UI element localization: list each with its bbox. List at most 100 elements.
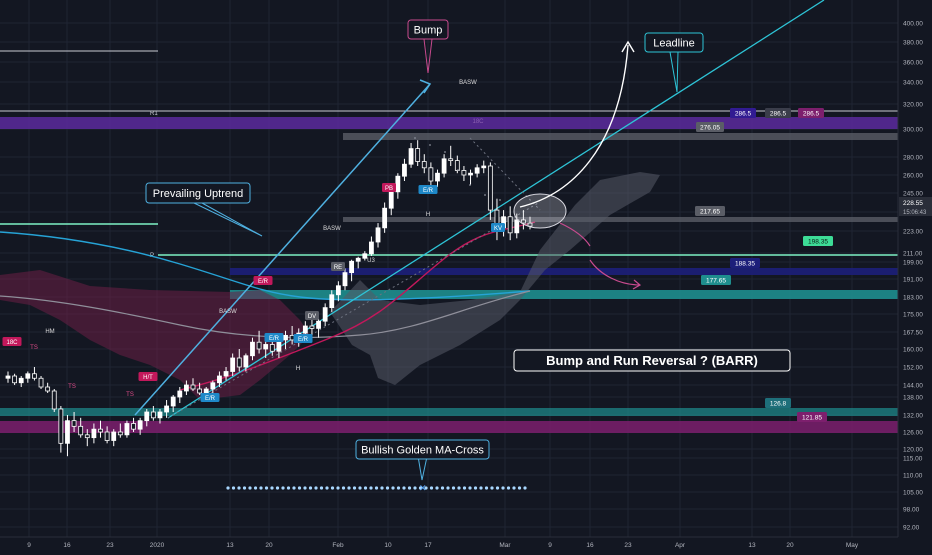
x-tick-label: Mar <box>499 542 511 549</box>
candle <box>84 429 90 447</box>
candle <box>98 420 103 438</box>
candle-body <box>415 148 421 162</box>
golden-cross-dot <box>429 486 434 490</box>
x-tick-label: 16 <box>63 542 71 549</box>
signal-marker: 18C <box>2 337 22 346</box>
support-band-magenta <box>0 421 898 433</box>
uptrend-arrowhead <box>419 79 432 94</box>
candle <box>342 268 348 291</box>
signal-marker: HM <box>45 329 54 335</box>
golden-cross-dot <box>303 486 307 490</box>
signal-marker-label: E/R <box>269 336 280 342</box>
golden-cross-dot <box>237 486 241 490</box>
candle-body <box>428 167 434 182</box>
golden-cross-dot <box>242 486 247 490</box>
barr-title-text: Bump and Run Reversal ? (BARR) <box>546 353 758 368</box>
golden-cross-dot <box>418 486 423 490</box>
golden-cross-callout-pointer <box>418 458 427 481</box>
candle-body <box>203 388 209 394</box>
bump-callout-text: Bump <box>414 24 443 36</box>
candle-body <box>349 260 354 274</box>
y-tick-label: 98.00 <box>903 507 920 514</box>
golden-cross-dot <box>517 486 522 490</box>
y-axis: 92.00 98.00 105.00 110.00 115.00 120.00 126.00… <box>897 0 932 550</box>
candle <box>435 169 440 187</box>
price-tag-bg <box>765 108 791 118</box>
y-tick-label: 160.00 <box>903 347 923 354</box>
candle-body <box>124 423 130 436</box>
golden-cross-dot <box>396 486 401 490</box>
candle-body <box>45 386 51 392</box>
golden-cross-dot <box>319 486 324 490</box>
y-tick-label: 340.00 <box>903 80 923 87</box>
barr-title: Bump and Run Reversal ? (BARR) <box>513 349 791 372</box>
signal-marker: TS <box>126 392 134 398</box>
signal-marker-label: E/R <box>423 188 434 194</box>
candle <box>507 206 513 241</box>
x-tick-label: Feb <box>332 542 344 549</box>
candle-body <box>84 434 90 439</box>
current-price-bg <box>899 197 932 216</box>
reversal-arrowhead <box>632 279 642 290</box>
candle-body <box>91 428 97 439</box>
signal-marker-bg <box>418 185 438 194</box>
candle-body <box>38 377 44 388</box>
candle <box>230 353 236 376</box>
golden-cross-dot <box>391 486 395 490</box>
projection-dots <box>414 137 501 201</box>
candle <box>382 202 388 233</box>
candle <box>421 154 427 174</box>
signal-marker-bg <box>200 393 220 402</box>
candle <box>210 380 216 393</box>
price-tag-bg <box>701 275 731 285</box>
current-price-tag: 228.55 15:06:43 <box>899 197 932 216</box>
candle <box>137 417 143 435</box>
golden-cross-dot <box>380 486 384 490</box>
candle <box>65 415 70 457</box>
golden-cross-dot <box>451 486 456 490</box>
candle-body <box>454 160 460 171</box>
bump-callout: Bump <box>407 19 449 74</box>
x-tick-label: 23 <box>624 542 632 549</box>
candle-body <box>78 425 84 436</box>
projection-dot <box>414 137 416 139</box>
candle-body <box>474 167 480 174</box>
price-tag: 198.35 <box>803 236 833 246</box>
signal-marker-label: PB <box>385 186 393 192</box>
uptrend-callout: Prevailing Uptrend <box>145 182 263 237</box>
candle <box>263 339 269 358</box>
candle <box>104 426 110 444</box>
price-tag-bg <box>696 122 724 132</box>
signal-marker-label: RE <box>334 265 342 271</box>
golden-cross-dot <box>413 486 417 490</box>
bump-circle <box>513 193 567 229</box>
golden-cross-dot <box>314 486 318 490</box>
golden-cross-dot <box>446 486 450 490</box>
y-tick-label: 223.00 <box>903 229 923 236</box>
signal-marker-label: E/R <box>258 279 269 285</box>
y-tick-label: 183.00 <box>903 295 923 302</box>
y-tick-label: 92.00 <box>903 525 920 532</box>
golden-cross-callout-box <box>355 439 490 460</box>
candle <box>243 353 249 372</box>
golden-cross-dot <box>490 486 494 490</box>
golden-cross-dot <box>325 486 329 490</box>
price-tags: 286.5 286.5 286.5 276.05 217.65 198.35 188.35 1… <box>695 108 833 422</box>
candle-body <box>514 219 520 234</box>
price-tag-bg <box>765 398 791 408</box>
golden-cross-dot <box>347 486 351 490</box>
signal-marker: BASW <box>459 80 477 86</box>
x-tick-label: 16 <box>586 542 594 549</box>
candle-body <box>230 357 236 372</box>
candle-body <box>507 216 513 234</box>
candle-body <box>355 257 361 262</box>
projection-dot <box>429 144 431 146</box>
signal-marker: U3 <box>367 258 375 264</box>
price-tag-value: 121.85 <box>802 415 822 422</box>
x-tick-label: 13 <box>748 542 756 549</box>
candle-body <box>375 227 381 243</box>
candle-body <box>32 373 37 379</box>
price-tag: 286.5 <box>730 108 756 118</box>
